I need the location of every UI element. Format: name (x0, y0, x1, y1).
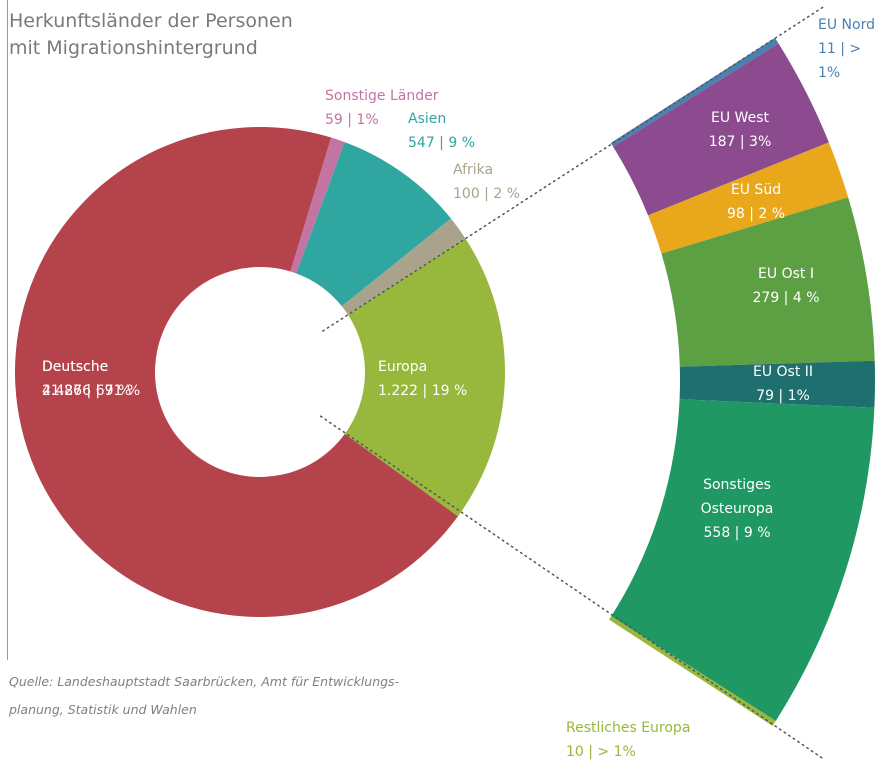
label-name: Deutsche (42, 359, 109, 375)
connector (319, 415, 824, 760)
data-label: Sonstiges Osteuropa 558 | 9 % (687, 473, 787, 545)
data-label: EU West 187 | 3% (709, 106, 772, 154)
data-label: Afrika 100 | 2 % (453, 158, 520, 206)
label-name: Asien (408, 111, 447, 127)
data-label: Sonstige Länder 59 | 1% (325, 84, 438, 132)
label-value: 4.426 | 69 % (42, 383, 132, 399)
data-label: EU Ost I 279 | 4 % (753, 262, 820, 310)
segment (648, 142, 849, 254)
title: Herkunftsländer der Personen mit Migrati… (9, 8, 293, 62)
label-name: Sonstiges Osteuropa (700, 477, 774, 517)
data-label: EU Nord 11 | > 1% (818, 13, 882, 85)
label-name: EU Ost I (758, 266, 814, 282)
segment (661, 197, 875, 367)
data-label: Europa 1.222 | 19 % (378, 355, 467, 403)
source-line: Quelle: Landeshauptstadt Saarbrücken, Am… (9, 674, 400, 689)
label-name: EU Ost II (752, 364, 814, 380)
data-label: Restliches Europa 10 | > 1% (566, 716, 690, 764)
label-value: 279 | 4 % (752, 290, 820, 306)
annotation: Deutsche (42, 359, 109, 375)
label-name: Sonstige Länder (325, 88, 439, 104)
title-line: Herkunftsländer der Personen (9, 10, 293, 32)
label-value: 11 | > 1% (818, 41, 862, 81)
donut-slice (341, 218, 466, 315)
label-value: 187 | 3% (708, 134, 772, 150)
donut-slice (344, 238, 505, 517)
label-name: EU West (711, 110, 769, 126)
label-name: Restliches Europa (566, 720, 691, 736)
segment (679, 360, 875, 408)
segment (610, 37, 779, 147)
segment (611, 399, 875, 721)
label-value: 558 | 9 % (703, 525, 771, 541)
segment (613, 43, 829, 216)
annotation: 21.876 | 71 % (42, 383, 141, 399)
data-label: Deutsche 21.876 | 71 % (42, 355, 140, 403)
label-name: EU Nord (818, 17, 875, 33)
label-name: Europa (378, 359, 428, 375)
data-label: EU Ost II 79 | 1% (753, 360, 813, 408)
label-value: 100 | 2 % (453, 186, 520, 202)
data-label: Deutsche 4.426 | 69 % (42, 355, 131, 403)
donut-slice (290, 137, 345, 274)
donut-slice (14, 126, 458, 618)
title-line: mit Migrationshintergrund (9, 37, 258, 59)
label-value: 547 | 9 % (408, 135, 475, 151)
donut-slice (296, 142, 451, 307)
data-label: Asien 547 | 9 % (408, 107, 475, 155)
label-value: 98 | 2 % (726, 206, 786, 222)
connector (322, 4, 827, 332)
label-name: Afrika (453, 162, 494, 178)
label-value: 59 | 1% (325, 112, 379, 128)
label-value: 79 | 1% (756, 388, 810, 404)
label-value: 10 | > 1% (566, 744, 636, 760)
source: Quelle: Landeshauptstadt Saarbrücken, Am… (9, 668, 399, 724)
label-name: EU Süd (730, 182, 782, 198)
source-line: planung, Statistik und Wahlen (9, 702, 197, 717)
data-label: EU Süd 98 | 2 % (727, 178, 785, 226)
label-value: 1.222 | 19 % (378, 383, 468, 399)
